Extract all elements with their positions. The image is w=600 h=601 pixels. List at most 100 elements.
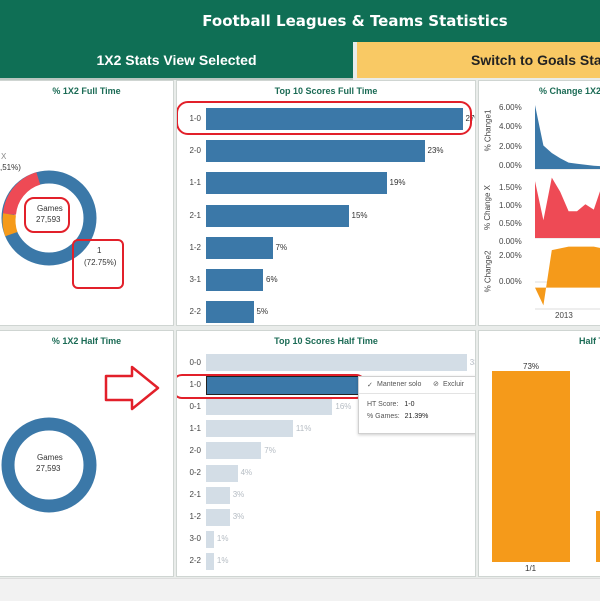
score-category-label: 0-0 (189, 357, 201, 367)
score-category-label: 2-0 (189, 146, 201, 156)
tick-cx-15: 1.50% (499, 183, 522, 192)
score-category-label: 1-1 (189, 178, 201, 188)
score-category-label: 2-0 (189, 445, 201, 455)
score-bar[interactable] (206, 398, 333, 416)
score-bar[interactable] (206, 530, 214, 548)
score-category-label: 2-2 (189, 307, 201, 317)
ft-1x2-title: % 1X2 Full Time (52, 86, 121, 96)
tick-c1-2: 2.00% (499, 142, 522, 151)
tooltip-games-key: % Games: (367, 413, 400, 420)
pct-change-panel: % Change 1X2 6.00% 4.00% 2.00% 0.00% 1.5… (478, 80, 600, 326)
score-bar[interactable] (206, 486, 230, 504)
tick-cx-0: 0.00% (499, 237, 522, 246)
pct-change-area-2[interactable] (535, 246, 600, 306)
score-bar-value: 6% (266, 275, 278, 284)
tick-c1-6: 6.00% (499, 103, 522, 112)
ht-ft-panel: Half Time / Full Time 73% 1/1 (478, 330, 600, 577)
ft-center-annotation (24, 197, 70, 233)
pct-change-x-tick: 2013 (555, 311, 573, 320)
score-category-label: 1-2 (189, 242, 201, 252)
ft-slice-annotation (72, 239, 124, 289)
ft-top-score-annotation (177, 101, 472, 135)
tick-c1-4: 4.00% (499, 122, 522, 131)
ht-scores-title: Top 10 Scores Half Time (274, 336, 378, 346)
score-bar[interactable] (206, 140, 425, 163)
ht-ft-bar-label: 73% (523, 362, 540, 371)
ht-1x2-panel: % 1X2 Half Time Games 27,593 (0, 330, 174, 577)
score-bar-value: 15% (351, 210, 368, 220)
score-bar-value: 23% (427, 146, 444, 156)
score-bar[interactable] (206, 354, 467, 371)
ht-selected-annotation (177, 374, 366, 399)
score-bar[interactable] (206, 552, 214, 570)
score-bar[interactable] (206, 204, 349, 227)
exclude-icon: ⊘ (433, 381, 439, 388)
ht-donut-center-value: 27,593 (36, 464, 61, 473)
ht-scores-panel: Top 10 Scores Half Time 0-0 33% 1-0 0-1 16% 1… (176, 330, 476, 577)
score-bar-value: 33% (469, 357, 475, 367)
score-bar-value: 11% (295, 423, 312, 433)
ht-1x2-title: % 1X2 Half Time (51, 336, 122, 346)
tick-c2-0: 0.00% (499, 277, 522, 286)
score-category-label: 3-1 (189, 275, 201, 284)
score-bar-value: 5% (256, 307, 269, 317)
tick-cx-05: 0.50% (499, 219, 522, 228)
ft-donut-center-label: Games (37, 204, 63, 213)
tooltip-score-row: HT Score: 1-0 (367, 401, 414, 408)
keep-only-icon: ✓ (367, 382, 373, 389)
ft-scores-panel: Top 10 Scores Full Time 1-027%2-023%1-11… (176, 80, 476, 326)
score-bar[interactable] (206, 172, 387, 195)
tick-cx-10: 1.00% (499, 201, 522, 210)
score-bar-value: 1% (216, 556, 229, 566)
ft-partial-x-pct: ,51%) (0, 163, 21, 172)
score-bar[interactable] (206, 508, 230, 526)
keep-only-button[interactable]: Mantener solo (377, 381, 422, 388)
score-bar[interactable] (206, 301, 254, 324)
switch-to-goals-button[interactable]: Switch to Goals Statistics (357, 42, 600, 78)
score-bar[interactable] (206, 420, 293, 438)
tick-c1-0: 0.00% (499, 161, 522, 170)
app-header: Football Leagues & Teams Statistics (0, 0, 600, 42)
ht-ft-x-tick: 1/1 (525, 564, 537, 573)
pct-change-area-0[interactable] (535, 105, 600, 169)
ht-donut-center-label: Games (37, 453, 63, 462)
ft-slice-draw (2, 213, 18, 237)
score-category-label: 2-2 (189, 556, 201, 566)
ht-ft-title: Half Time / Full Time (579, 336, 600, 346)
ft-slice-1-label: 1 (97, 246, 102, 255)
exclude-button[interactable]: Excluir (443, 381, 465, 388)
ht-ft-bar-2[interactable] (596, 511, 600, 562)
status-bar (0, 578, 600, 601)
switch-to-goals-label: Switch to Goals Statistics (471, 52, 600, 68)
tooltip-games-row: % Games: 21.39% (367, 413, 428, 420)
score-bar[interactable] (206, 269, 263, 291)
arrow-annotation-icon (104, 365, 160, 411)
tooltip-score-val: 1-0 (404, 401, 415, 408)
1x2-view-selected-button[interactable]: 1X2 Stats View Selected (0, 42, 353, 80)
ft-donut-center-value: 27,593 (36, 215, 61, 224)
score-category-label: 2-1 (189, 490, 201, 500)
score-bar-value: 3% (232, 512, 245, 522)
score-bar[interactable] (206, 236, 273, 259)
ht-slice-home (1, 417, 97, 513)
score-category-label: 1-1 (189, 423, 201, 433)
score-bar[interactable] (206, 108, 463, 130)
page-title: Football Leagues & Teams Statistics (202, 12, 508, 30)
score-bar[interactable] (206, 464, 238, 482)
tooltip-actions: ✓ Mantener solo ⊘ Excluir (359, 377, 475, 394)
ft-donut-chart[interactable] (0, 81, 173, 325)
ht-ft-bar-1[interactable] (492, 371, 570, 562)
score-category-label: 1-2 (189, 512, 201, 522)
pct-change-area-1[interactable] (535, 177, 600, 238)
ft-partial-x-label: X (1, 152, 7, 161)
score-bar-value: 7% (275, 242, 288, 252)
ht-donut-chart[interactable] (0, 331, 173, 576)
tick-c2-2: 2.00% (499, 251, 522, 260)
score-category-label: 3-0 (189, 534, 201, 544)
ft-1x2-panel: % 1X2 Full Time X ,51%) Games 27,593 1 (… (0, 80, 174, 326)
score-category-label: 0-2 (189, 468, 201, 477)
tooltip-games-val: 21.39% (404, 413, 429, 420)
score-bar-value: 19% (389, 178, 406, 188)
score-category-label: 1-0 (189, 114, 201, 123)
score-bar[interactable] (206, 442, 262, 460)
